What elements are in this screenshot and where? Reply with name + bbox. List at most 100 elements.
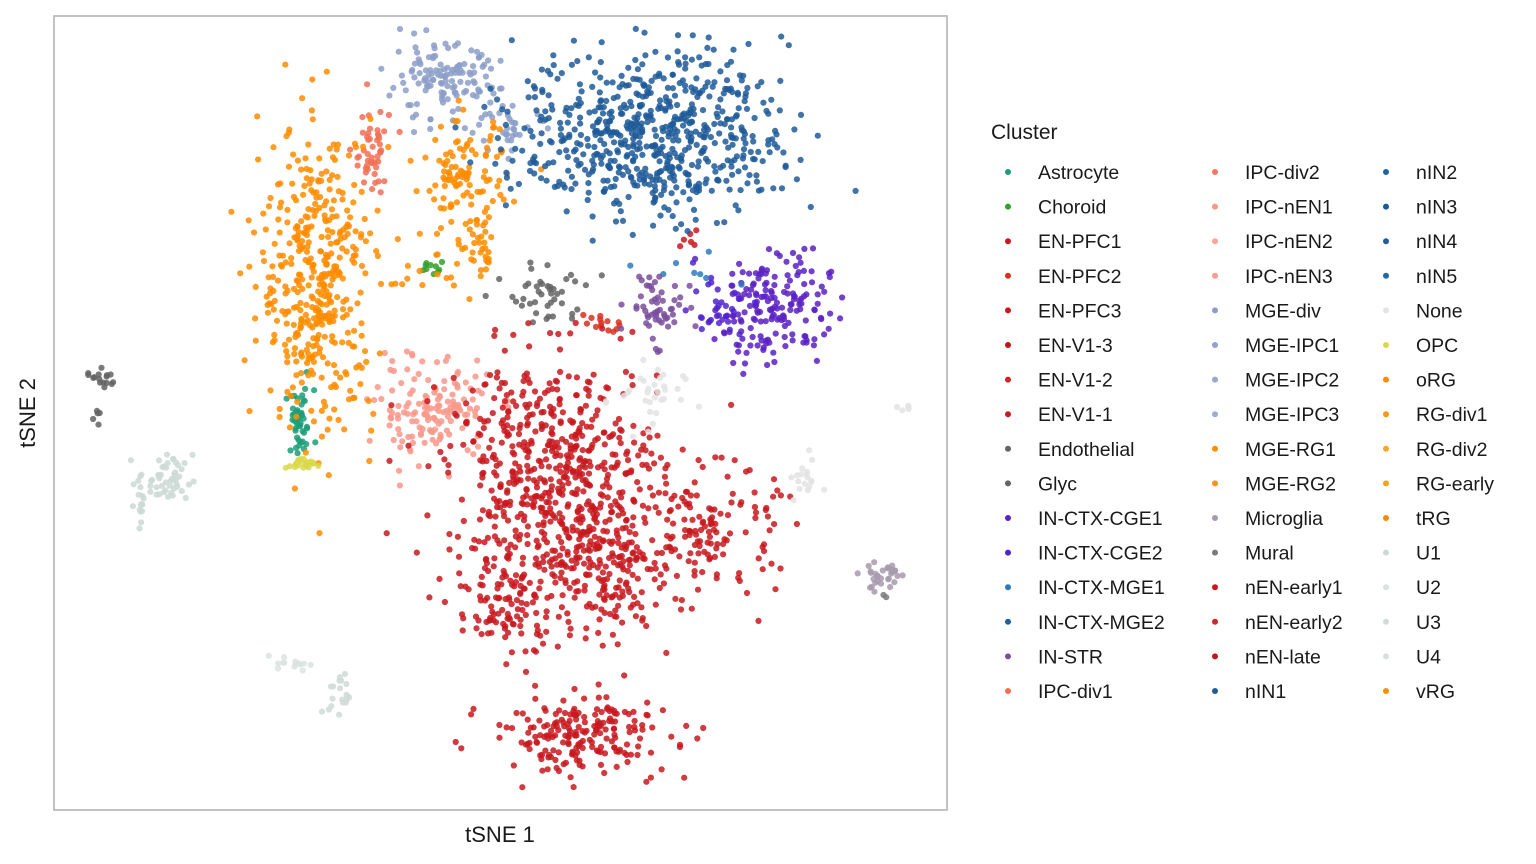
point-nen-early1 (436, 575, 443, 583)
point-nen-early1 (540, 519, 547, 526)
point-ipc-nen1 (398, 380, 405, 387)
point-nen-early1 (574, 749, 581, 756)
point-mge-rg1 (281, 341, 289, 348)
point-none (795, 478, 802, 485)
point-nen-early1 (636, 486, 643, 493)
point-nen-early1 (700, 518, 707, 525)
point-nin1 (728, 158, 735, 165)
point-nin1 (664, 84, 672, 91)
point-in-ctx-cge2 (697, 314, 705, 321)
point-nin1 (687, 138, 694, 145)
point-nin1 (503, 169, 510, 176)
point-u1 (182, 494, 189, 502)
point-in-ctx-cge1 (790, 296, 798, 303)
point-mge-rg1 (305, 341, 312, 348)
point-mge-rg1 (262, 226, 269, 233)
point-nen-early1 (499, 404, 506, 411)
point-nen-early1 (544, 594, 551, 601)
point-mge-rg1 (362, 238, 369, 245)
point-nin1 (573, 157, 580, 164)
point-mge-div (496, 85, 504, 92)
point-nin1 (683, 117, 690, 124)
point-ipc-nen1 (449, 391, 456, 398)
point-nin1 (692, 86, 699, 93)
point-nin1 (732, 202, 739, 209)
point-in-str (671, 297, 678, 304)
legend-label-opc: OPC (1416, 335, 1458, 357)
legend-label-en-pfc3: EN-PFC3 (1038, 300, 1121, 322)
point-nin1 (751, 114, 758, 122)
point-nen-early1 (516, 536, 523, 543)
point-in-ctx-cge1 (749, 282, 757, 289)
point-nen-early1 (615, 602, 622, 609)
legend-label-rg-div1: RG-div1 (1416, 404, 1488, 426)
point-mge-rg1 (350, 243, 357, 250)
point-nin1 (726, 186, 733, 193)
legend-item-nen-early1: nEN-early1 (1212, 577, 1343, 599)
point-nen-early1 (688, 605, 695, 612)
point-nen-early1 (712, 454, 719, 461)
point-nen-early1 (597, 500, 604, 507)
point-nen-early1 (523, 370, 531, 377)
point-nin1 (727, 58, 735, 65)
point-nen-early1 (413, 549, 420, 556)
point-nen-early1 (581, 582, 589, 589)
point-nin1 (741, 164, 749, 171)
point-nen-early1 (639, 722, 646, 729)
point-nen-early1 (636, 735, 644, 742)
point-nin1 (730, 46, 737, 53)
point-mge-rg1 (313, 320, 320, 327)
point-mge-rg1 (328, 206, 335, 213)
point-nin1 (590, 166, 597, 173)
legend-key-rg-early (1383, 480, 1389, 487)
point-nen-early1 (617, 440, 624, 447)
point-nin1 (647, 107, 654, 114)
legend-item-nen-early2: nEN-early2 (1212, 612, 1343, 634)
point-mge-rg1 (481, 168, 489, 175)
point-mge-div (449, 84, 456, 91)
point-nin1 (563, 147, 570, 154)
point-mge-rg1 (325, 233, 332, 240)
point-nen-early1 (663, 649, 670, 657)
point-mge-rg1 (466, 182, 473, 189)
point-nen-early1 (576, 503, 583, 510)
point-u2 (307, 661, 314, 668)
point-opc (295, 456, 302, 464)
point-mge-div (469, 129, 476, 136)
legend-label-mge-ipc1: MGE-IPC1 (1245, 335, 1339, 357)
point-mge-rg1 (323, 261, 330, 268)
point-nen-early1 (592, 437, 599, 444)
point-nin1 (636, 133, 644, 140)
point-nin1 (670, 137, 677, 144)
point-nin1 (719, 108, 726, 115)
point-nen-early1 (511, 451, 518, 458)
point-nen-early1 (569, 748, 576, 755)
point-nen-early1 (597, 743, 605, 751)
point-microglia (877, 580, 885, 587)
point-glyc (558, 300, 566, 307)
point-mge-div (411, 74, 418, 81)
point-in-ctx-cge1 (763, 340, 770, 347)
point-mge-div (451, 42, 459, 49)
legend-key-u4 (1383, 653, 1389, 660)
point-nen-early1 (602, 726, 609, 733)
point-glyc (533, 283, 540, 290)
point-nen-early1 (691, 479, 698, 486)
point-nin1 (740, 135, 747, 142)
legend-label-org: oRG (1416, 370, 1456, 392)
point-nin1 (554, 182, 562, 189)
point-mge-rg1 (289, 384, 296, 391)
point-nen-early1 (547, 518, 554, 525)
point-nin1 (519, 147, 526, 154)
point-mge-rg1 (318, 374, 325, 381)
legend-item-en-pfc1: EN-PFC1 (1005, 231, 1121, 253)
point-none (801, 480, 808, 487)
point-mge-rg1 (309, 370, 317, 378)
point-ipc-div1 (377, 148, 384, 155)
point-in-ctx-mge1 (703, 274, 710, 282)
point-mge-rg1 (285, 336, 293, 343)
point-nen-early1 (631, 439, 638, 446)
point-mge-div (512, 131, 519, 138)
point-nen-early1 (766, 527, 773, 534)
point-nin1 (597, 59, 604, 66)
